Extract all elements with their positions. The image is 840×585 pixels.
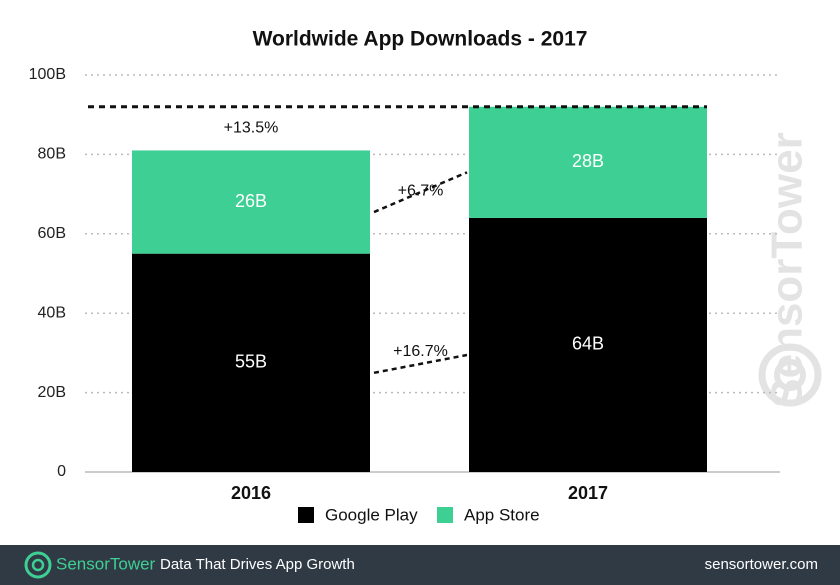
x-tick-label: 2016 — [231, 483, 271, 503]
value-label: 26B — [235, 191, 267, 211]
bar-segment — [469, 106, 707, 218]
footer-logo — [24, 551, 52, 579]
legend-label: Google Play — [325, 505, 418, 524]
annotation: +13.5% — [224, 120, 279, 137]
bar-segment — [132, 150, 370, 254]
annotation: +16.7% — [393, 343, 448, 360]
value-label: 28B — [572, 151, 604, 171]
value-label: 55B — [235, 352, 267, 372]
connector — [373, 353, 468, 375]
value-label: 64B — [572, 334, 604, 354]
bar-segment — [132, 253, 370, 472]
footer-tagline: Data That Drives App Growth — [160, 556, 355, 573]
bar-segment — [469, 217, 707, 472]
annotation: +6.7% — [398, 182, 444, 199]
y-tick-label: 60B — [38, 225, 66, 242]
footer-brand: SensorTower — [56, 554, 156, 573]
footer-url: sensortower.com — [705, 556, 818, 573]
watermark: SensorTower — [763, 132, 812, 407]
chart-title: Worldwide App Downloads - 2017 — [253, 28, 588, 51]
y-tick-label: 80B — [38, 146, 66, 163]
legend-swatch — [437, 507, 453, 523]
y-tick-label: 100B — [29, 66, 66, 83]
y-tick-label: 40B — [38, 304, 66, 321]
watermark-logo — [758, 343, 822, 407]
footer-bar — [0, 545, 840, 585]
y-tick-label: 0 — [57, 463, 66, 480]
y-tick-label: 20B — [38, 384, 66, 401]
connector — [373, 171, 468, 214]
legend-label: App Store — [464, 505, 540, 524]
legend-swatch — [298, 507, 314, 523]
x-tick-label: 2017 — [568, 483, 608, 503]
